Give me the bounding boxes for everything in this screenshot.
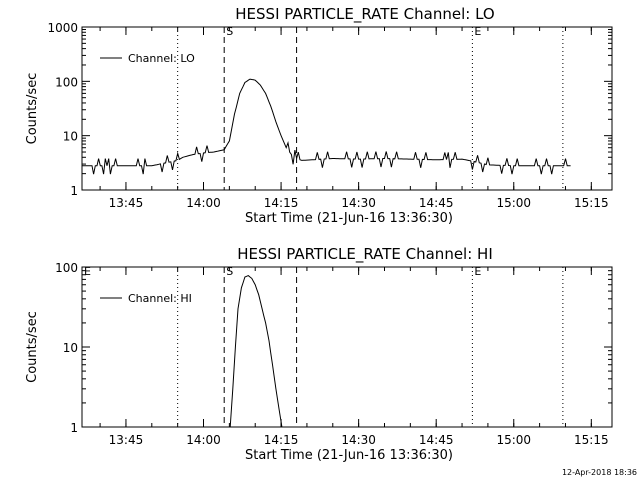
y-tick-label: 10 [63, 341, 78, 355]
x-tick-label: 14:00 [186, 433, 221, 447]
x-axis-label: Start Time (21-Jun-16 13:36:30) [245, 448, 453, 463]
time-marker-label: E [474, 25, 481, 38]
x-tick-label: 13:45 [109, 433, 144, 447]
legend-label: Channel: HI [128, 292, 192, 305]
x-tick-label: 15:00 [496, 196, 531, 210]
y-axis-label: Counts/sec [25, 311, 40, 383]
y-tick-label: 10 [63, 130, 78, 144]
x-tick-label: 13:45 [109, 196, 144, 210]
series-line [229, 275, 283, 428]
legend-label: Channel: LO [128, 52, 195, 65]
x-tick-label: 15:00 [496, 433, 531, 447]
x-tick-label: 14:45 [419, 196, 454, 210]
y-tick-label: 100 [55, 261, 78, 275]
x-tick-label: 14:30 [341, 433, 376, 447]
x-tick-label: 15:15 [574, 196, 609, 210]
y-tick-label: 1 [70, 184, 78, 198]
timestamp-footer: 12-Apr-2018 18:36 [562, 468, 637, 477]
time-marker-label: S [226, 265, 233, 278]
y-tick-label: 1000 [47, 21, 78, 35]
lo-channel-panel: HESSI PARTICLE_RATE Channel: LO Start Tim… [25, 5, 613, 226]
plot-frame [81, 266, 613, 428]
y-tick-label: 100 [55, 75, 78, 89]
time-marker-label: E [84, 265, 91, 278]
time-marker-label: E [474, 265, 481, 278]
chart-title: HESSI PARTICLE_RATE Channel: LO [235, 5, 494, 24]
chart-title: HESSI PARTICLE_RATE Channel: HI [237, 245, 493, 264]
x-tick-label: 14:30 [341, 196, 376, 210]
x-tick-label: 14:15 [264, 433, 299, 447]
x-axis-label: Start Time (21-Jun-16 13:36:30) [245, 211, 453, 226]
x-tick-label: 14:15 [264, 196, 299, 210]
x-tick-label: 14:00 [186, 196, 221, 210]
y-tick-label: 1 [70, 421, 78, 435]
x-tick-label: 14:45 [419, 433, 454, 447]
x-tick-label: 15:15 [574, 433, 609, 447]
series-line [82, 78, 571, 175]
time-marker-label: S [226, 25, 233, 38]
hi-channel-panel: HESSI PARTICLE_RATE Channel: HI Start Tim… [25, 245, 613, 463]
plot-frame [81, 26, 613, 191]
y-axis-label: Counts/sec [25, 73, 40, 145]
